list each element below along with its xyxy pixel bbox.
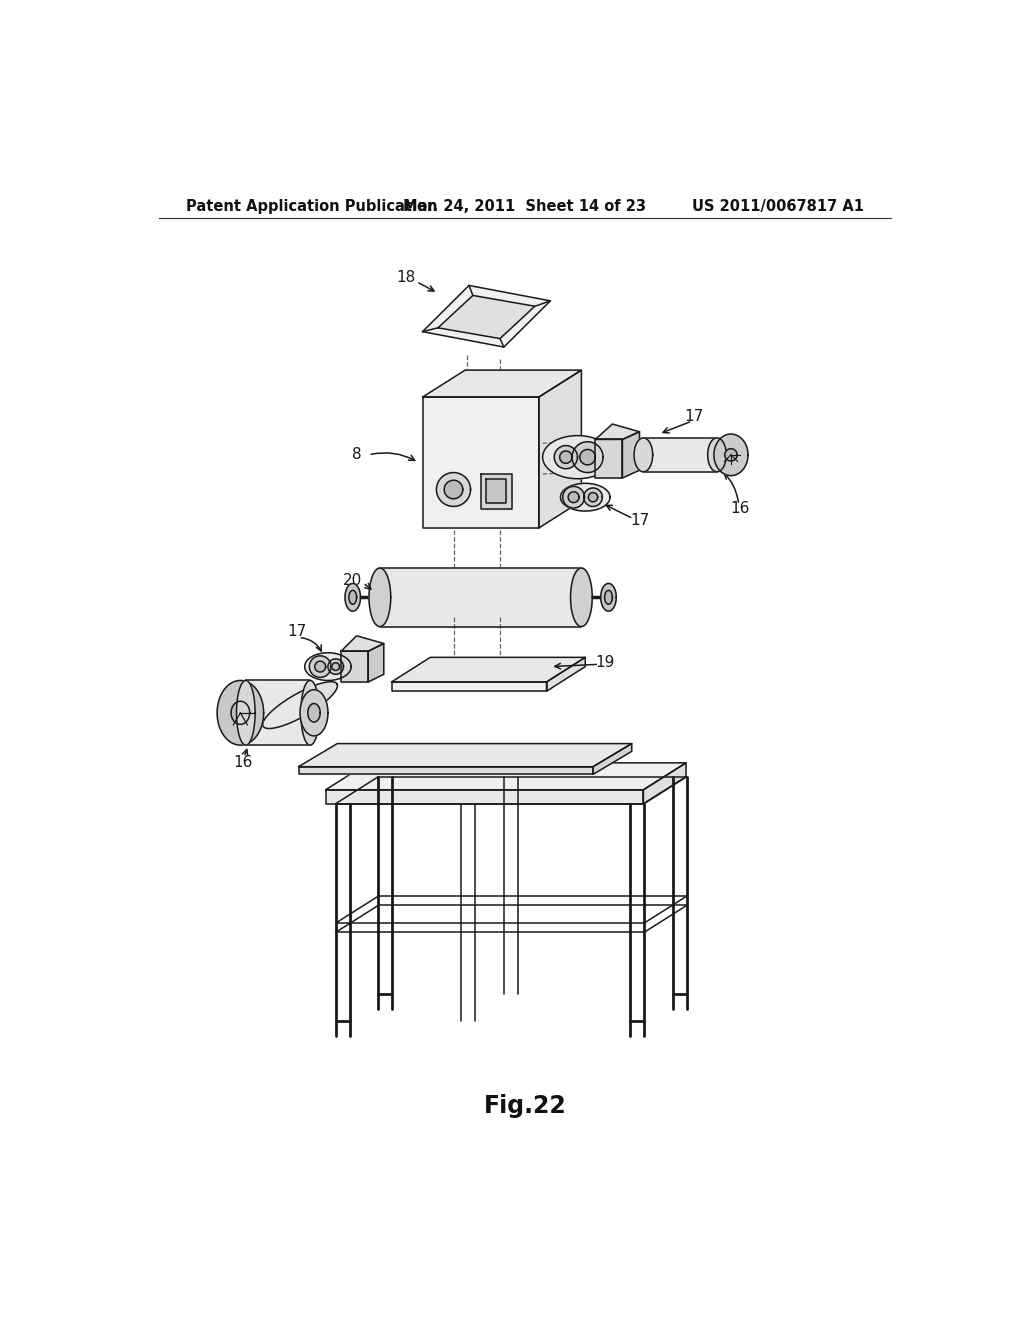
Polygon shape — [589, 492, 598, 502]
Polygon shape — [560, 483, 610, 511]
Polygon shape — [543, 436, 612, 479]
Polygon shape — [231, 701, 250, 725]
Polygon shape — [539, 370, 582, 528]
Polygon shape — [299, 743, 632, 767]
Text: 20: 20 — [343, 573, 362, 587]
Polygon shape — [391, 682, 547, 692]
Polygon shape — [595, 424, 640, 440]
Polygon shape — [634, 438, 652, 471]
Polygon shape — [328, 659, 343, 675]
Polygon shape — [604, 590, 612, 605]
Polygon shape — [584, 488, 602, 507]
Polygon shape — [643, 438, 717, 471]
Polygon shape — [725, 449, 737, 461]
Polygon shape — [326, 763, 686, 789]
Polygon shape — [708, 438, 726, 471]
Polygon shape — [305, 653, 351, 680]
Polygon shape — [486, 479, 506, 503]
Text: Fig.22: Fig.22 — [483, 1093, 566, 1118]
Polygon shape — [438, 296, 535, 339]
Polygon shape — [568, 492, 579, 503]
Text: 17: 17 — [630, 512, 649, 528]
Polygon shape — [326, 789, 643, 804]
Polygon shape — [436, 473, 471, 507]
Polygon shape — [332, 663, 340, 671]
Polygon shape — [345, 583, 360, 611]
Polygon shape — [237, 681, 255, 744]
Polygon shape — [391, 657, 586, 682]
Polygon shape — [299, 767, 593, 775]
Polygon shape — [547, 657, 586, 692]
Polygon shape — [570, 568, 592, 627]
Polygon shape — [423, 370, 582, 397]
Text: 8: 8 — [352, 447, 361, 462]
Polygon shape — [623, 432, 640, 478]
Polygon shape — [580, 450, 595, 465]
Text: 17: 17 — [288, 624, 306, 639]
Polygon shape — [308, 704, 321, 722]
Text: US 2011/0067817 A1: US 2011/0067817 A1 — [692, 198, 864, 214]
Polygon shape — [246, 681, 310, 744]
Polygon shape — [380, 568, 582, 627]
Polygon shape — [560, 451, 572, 463]
Polygon shape — [309, 656, 331, 677]
Polygon shape — [301, 681, 319, 744]
Polygon shape — [217, 681, 263, 744]
Polygon shape — [423, 285, 550, 347]
Text: 17: 17 — [684, 409, 703, 424]
Polygon shape — [369, 644, 384, 682]
Text: Patent Application Publication: Patent Application Publication — [186, 198, 437, 214]
Polygon shape — [341, 651, 369, 682]
Polygon shape — [563, 487, 585, 508]
Polygon shape — [263, 681, 337, 729]
Text: 19: 19 — [595, 655, 614, 671]
Polygon shape — [554, 446, 578, 469]
Polygon shape — [714, 434, 748, 475]
Polygon shape — [643, 763, 686, 804]
Polygon shape — [593, 743, 632, 775]
Polygon shape — [444, 480, 463, 499]
Polygon shape — [595, 440, 623, 478]
Text: 16: 16 — [233, 755, 252, 771]
Polygon shape — [349, 590, 356, 605]
Polygon shape — [314, 661, 326, 672]
Polygon shape — [341, 636, 384, 651]
Polygon shape — [572, 442, 603, 473]
Text: Mar. 24, 2011  Sheet 14 of 23: Mar. 24, 2011 Sheet 14 of 23 — [403, 198, 646, 214]
Polygon shape — [369, 568, 391, 627]
Text: 16: 16 — [730, 502, 750, 516]
Polygon shape — [300, 690, 328, 735]
Text: 18: 18 — [396, 271, 415, 285]
Polygon shape — [601, 583, 616, 611]
Polygon shape — [480, 474, 512, 508]
Polygon shape — [423, 397, 539, 528]
